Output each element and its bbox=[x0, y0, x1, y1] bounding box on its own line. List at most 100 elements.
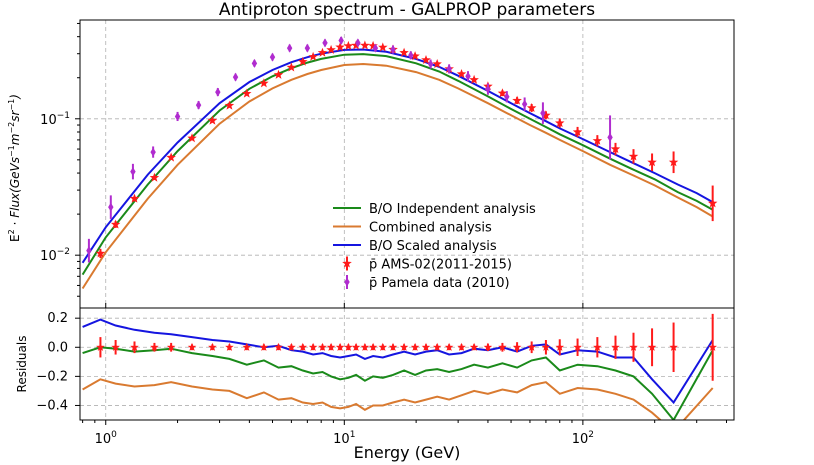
main-y-tick-label: 10−2 bbox=[40, 247, 70, 264]
pamela-point bbox=[338, 35, 344, 45]
pamela-point bbox=[446, 64, 452, 74]
residual-point bbox=[96, 342, 105, 351]
residual-point bbox=[708, 342, 717, 351]
pamela-point bbox=[521, 99, 528, 109]
residual-point bbox=[298, 342, 308, 351]
residual-data-points bbox=[96, 313, 717, 381]
pamela-point bbox=[108, 202, 114, 212]
pamela-point bbox=[485, 84, 491, 94]
legend-swatch-marker bbox=[344, 277, 350, 287]
residual-point bbox=[512, 342, 522, 351]
pamela-point bbox=[251, 58, 258, 68]
residual-point bbox=[378, 342, 388, 351]
ams02-point bbox=[378, 42, 388, 52]
residual-point bbox=[527, 342, 536, 351]
pamela-point bbox=[130, 167, 136, 177]
residual-point bbox=[555, 342, 564, 351]
legend-label: B/O Scaled analysis bbox=[369, 239, 497, 254]
ams02-point bbox=[326, 44, 336, 54]
pamela-point bbox=[427, 59, 434, 69]
ams02-point bbox=[410, 51, 420, 61]
residual-point bbox=[647, 342, 657, 351]
residuals-y-tick-label: −0.4 bbox=[36, 398, 68, 413]
residual-point bbox=[498, 342, 507, 351]
ams02-point bbox=[572, 127, 583, 137]
pamela-point bbox=[215, 87, 221, 97]
ams02-point bbox=[286, 62, 297, 72]
pamela-point bbox=[355, 38, 361, 48]
residual-point bbox=[457, 342, 466, 351]
ams02-point bbox=[360, 40, 370, 50]
pamela-point bbox=[540, 108, 546, 118]
ams02-point bbox=[95, 248, 106, 258]
residual-point bbox=[421, 342, 431, 351]
residual-point bbox=[166, 342, 176, 351]
main-axis-ticks: 10−2 10−1 bbox=[40, 22, 584, 308]
legend: B/O Independent analysis Combined analysi… bbox=[333, 202, 536, 291]
residual-point bbox=[187, 342, 197, 351]
residual-point bbox=[368, 342, 378, 351]
residual-point bbox=[629, 342, 638, 351]
series-line-combined-analysis bbox=[81, 62, 714, 290]
series-line-b-o-independent-analysis bbox=[81, 53, 714, 276]
residual-point bbox=[308, 342, 318, 351]
ams02-point bbox=[628, 151, 639, 161]
ams02-point bbox=[273, 69, 284, 79]
x-tick-label: 102 bbox=[572, 430, 594, 447]
pamela-point bbox=[372, 43, 379, 53]
residual-point bbox=[335, 342, 345, 351]
residuals-y-axis-label: Residuals bbox=[15, 336, 29, 393]
residual-point bbox=[242, 342, 251, 351]
residual-line-combined-analysis bbox=[82, 378, 714, 420]
ams02-point bbox=[166, 152, 176, 162]
residuals-axis-ticks: 100 101 102 0.2 0.0 −0.2 −0.4 bbox=[36, 311, 728, 447]
legend-swatch-marker bbox=[342, 258, 352, 268]
residual-point bbox=[326, 342, 336, 351]
pamela-point bbox=[408, 50, 414, 60]
ams02-point bbox=[207, 115, 218, 125]
ams02-point bbox=[224, 100, 235, 110]
residual-point bbox=[287, 342, 296, 351]
residual-line-b-o-independent-analysis bbox=[82, 346, 714, 420]
ams02-point bbox=[512, 95, 522, 105]
residual-point bbox=[130, 342, 139, 351]
ams02-point bbox=[110, 219, 121, 229]
residual-point bbox=[593, 342, 602, 351]
pamela-point bbox=[232, 72, 239, 82]
ams02-point bbox=[317, 47, 328, 57]
residuals-y-tick-label: −0.2 bbox=[36, 369, 68, 384]
main-data-points bbox=[86, 35, 718, 263]
residual-point bbox=[611, 342, 620, 351]
pamela-point bbox=[504, 92, 510, 102]
residual-point bbox=[469, 342, 479, 351]
residual-point bbox=[410, 342, 420, 351]
main-y-axis-label: E2 · Flux(GeVs−1m−2sr−1) bbox=[7, 94, 22, 242]
ams02-point bbox=[555, 118, 565, 128]
residual-point bbox=[388, 342, 398, 351]
ams02-point bbox=[469, 74, 479, 84]
ams02-point bbox=[259, 78, 269, 88]
ams02-point bbox=[668, 157, 679, 167]
pamela-point bbox=[304, 43, 311, 53]
chart-title: Antiproton spectrum - GALPROP parameters bbox=[219, 0, 595, 20]
ams02-point bbox=[432, 59, 442, 69]
x-axis-label: Energy (GeV) bbox=[354, 443, 461, 462]
residual-point bbox=[208, 342, 217, 351]
residual-point bbox=[669, 342, 678, 351]
residual-point bbox=[360, 342, 370, 351]
ams02-point bbox=[335, 42, 345, 52]
ams02-point bbox=[298, 56, 308, 66]
legend-label: B/O Independent analysis bbox=[369, 202, 536, 217]
residual-point bbox=[344, 342, 353, 351]
residual-point bbox=[111, 342, 120, 351]
ams02-point bbox=[497, 88, 508, 98]
ams02-point bbox=[242, 88, 252, 98]
pamela-point bbox=[286, 43, 293, 53]
legend-label: p̄ Pamela data (2010) bbox=[369, 276, 510, 291]
ams02-point bbox=[707, 198, 718, 208]
residual-point bbox=[351, 342, 361, 351]
ams02-point bbox=[308, 51, 318, 61]
residual-point bbox=[399, 342, 409, 351]
ams02-point bbox=[541, 110, 551, 120]
